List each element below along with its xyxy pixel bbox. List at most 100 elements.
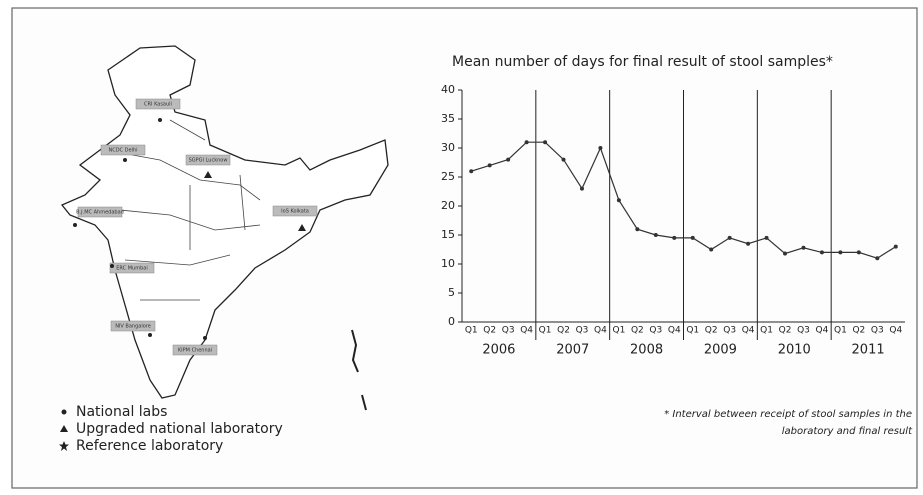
map-label-box bbox=[100, 144, 146, 156]
legend-symbol bbox=[61, 409, 67, 415]
map-label-box bbox=[172, 344, 218, 356]
map-label-box bbox=[185, 154, 231, 166]
map-marker bbox=[73, 223, 77, 227]
data-point bbox=[875, 256, 880, 261]
data-point bbox=[709, 247, 714, 252]
data-point bbox=[653, 233, 658, 237]
x-tick-label: Q4 bbox=[520, 326, 533, 336]
x-tick-label: Q3 bbox=[723, 326, 736, 336]
y-tick-label: 30 bbox=[441, 141, 455, 154]
map-label-box bbox=[135, 98, 181, 110]
map-label: KIPM Chennai bbox=[178, 348, 212, 354]
data-point bbox=[856, 250, 861, 255]
x-tick-label: Q2 bbox=[852, 326, 865, 336]
x-tick-label: Q4 bbox=[816, 326, 829, 336]
x-tick-label: Q2 bbox=[779, 326, 792, 336]
data-point bbox=[616, 198, 621, 203]
year-label: 2007 bbox=[556, 343, 589, 358]
data-point bbox=[801, 245, 806, 250]
footnote: laboratory and final result bbox=[782, 426, 913, 437]
map-label-box bbox=[272, 205, 318, 217]
x-tick-label: Q3 bbox=[797, 326, 810, 336]
data-point bbox=[893, 244, 898, 249]
y-tick-label: 0 bbox=[448, 315, 455, 328]
y-tick-label: 20 bbox=[441, 199, 455, 212]
data-point bbox=[561, 157, 566, 162]
data-point bbox=[727, 235, 732, 240]
map-label: SGPGI Lucknow bbox=[189, 158, 228, 164]
x-tick-label: Q2 bbox=[483, 326, 496, 336]
legend-symbol bbox=[60, 425, 68, 432]
data-point bbox=[543, 140, 548, 145]
x-tick-label: Q2 bbox=[631, 326, 644, 336]
map-label: IoS Kolkata bbox=[281, 209, 309, 215]
year-label: 2010 bbox=[778, 343, 811, 358]
x-tick-label: Q4 bbox=[889, 326, 902, 336]
map-label-box bbox=[109, 262, 155, 274]
x-tick-label: Q4 bbox=[668, 326, 681, 336]
map-marker bbox=[148, 333, 152, 337]
x-tick-label: Q2 bbox=[705, 326, 718, 336]
data-point bbox=[764, 235, 769, 240]
series-line bbox=[471, 141, 897, 259]
x-tick-label: Q1 bbox=[465, 326, 478, 336]
y-tick-label: 25 bbox=[441, 170, 455, 183]
islands bbox=[351, 329, 367, 411]
india-map bbox=[60, 45, 389, 399]
year-label: 2011 bbox=[852, 343, 885, 358]
map-marker bbox=[110, 264, 114, 268]
year-label: 2006 bbox=[482, 343, 515, 358]
state-borders bbox=[104, 119, 261, 301]
x-tick-label: Q2 bbox=[557, 326, 570, 336]
data-point bbox=[524, 140, 529, 145]
map-label-box bbox=[77, 206, 123, 218]
map-label: NIV Bangalore bbox=[115, 324, 151, 330]
x-tick-label: Q4 bbox=[594, 326, 607, 336]
legend-symbol bbox=[59, 441, 69, 451]
data-point bbox=[487, 163, 492, 168]
x-tick-label: Q1 bbox=[834, 326, 847, 336]
x-tick-label: Q1 bbox=[612, 326, 625, 336]
map-label-box bbox=[110, 320, 156, 332]
data-point bbox=[838, 250, 843, 255]
year-label: 2009 bbox=[704, 343, 737, 358]
data-point bbox=[783, 251, 788, 256]
chart-title: Mean number of days for final result of … bbox=[452, 54, 833, 70]
legend-label: Upgraded national laboratory bbox=[76, 421, 283, 437]
y-tick-label: 40 bbox=[441, 83, 455, 96]
x-tick-label: Q1 bbox=[539, 326, 552, 336]
y-tick-label: 15 bbox=[441, 228, 455, 241]
x-tick-label: Q3 bbox=[649, 326, 662, 336]
x-tick-label: Q3 bbox=[502, 326, 515, 336]
data-point bbox=[579, 186, 584, 191]
map-label: CRI Kasauli bbox=[144, 102, 172, 108]
map-label: ERC Mumbai bbox=[116, 266, 147, 272]
data-point bbox=[598, 146, 603, 150]
legend-label: National labs bbox=[76, 404, 167, 420]
data-point bbox=[469, 169, 474, 174]
x-tick-label: Q3 bbox=[576, 326, 589, 336]
x-tick-label: Q3 bbox=[871, 326, 884, 336]
map-marker bbox=[204, 171, 212, 178]
map-marker bbox=[203, 336, 207, 340]
year-label: 2008 bbox=[630, 343, 663, 358]
map-marker bbox=[123, 158, 127, 162]
data-point bbox=[672, 235, 677, 240]
data-point bbox=[819, 250, 824, 255]
legend-label: Reference laboratory bbox=[76, 438, 223, 454]
map-marker bbox=[298, 224, 306, 231]
data-point bbox=[506, 157, 511, 162]
data-point bbox=[635, 227, 640, 232]
x-tick-label: Q1 bbox=[760, 326, 773, 336]
map-marker bbox=[158, 118, 162, 122]
map-label: B.J.MC Ahmedabad bbox=[76, 210, 124, 216]
y-tick-label: 35 bbox=[441, 112, 455, 125]
x-tick-label: Q4 bbox=[742, 326, 755, 336]
y-tick-label: 10 bbox=[441, 257, 455, 270]
y-tick-label: 5 bbox=[448, 286, 455, 299]
x-tick-label: Q1 bbox=[686, 326, 699, 336]
map-label: NCDC Delhi bbox=[108, 148, 137, 154]
footnote: * Interval between receipt of stool samp… bbox=[664, 409, 912, 420]
data-point bbox=[746, 241, 751, 246]
